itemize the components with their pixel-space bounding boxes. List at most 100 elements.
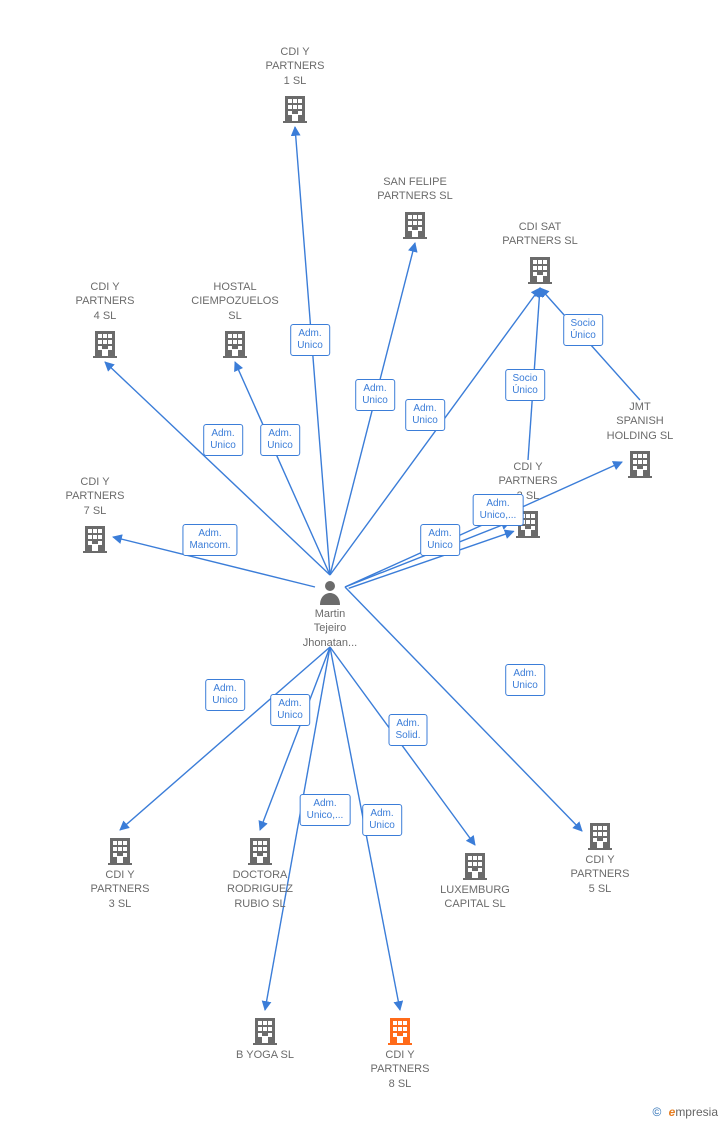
company-node[interactable]: SAN FELIPEPARTNERS SL: [370, 175, 460, 240]
edge-label-line: Único: [570, 330, 596, 341]
node-label-line: DOCTORA: [233, 869, 288, 881]
building-icon: [459, 849, 491, 881]
node-label-line: 3 SL: [109, 898, 132, 910]
node-label-line: SAN FELIPE: [383, 176, 447, 188]
building-icon: [89, 327, 121, 359]
edge-label-line: Unico,...: [480, 510, 517, 521]
node-label-line: PARTNERS: [266, 60, 325, 72]
company-node[interactable]: CDI Y PARTNERS 4 SL: [60, 280, 150, 359]
person-icon: [317, 579, 343, 605]
node-label-line: CDI Y: [280, 46, 309, 58]
node-label-line: B YOGA SL: [236, 1049, 294, 1061]
company-node[interactable]: CDI Y PARTNERS 1 SL: [250, 45, 340, 124]
edge-label: Adm.Unico: [420, 524, 460, 556]
edge-label-line: Adm.: [213, 683, 236, 694]
edge-label-line: Mancom.: [189, 540, 230, 551]
node-label-line: PARTNERS: [91, 883, 150, 895]
node-label-line: CDI Y: [90, 281, 119, 293]
edge-label-line: Unico,...: [307, 810, 344, 821]
node-label-line: PARTNERS: [76, 295, 135, 307]
watermark: © empresia: [652, 1105, 718, 1119]
company-node[interactable]: CDI SAT PARTNERS SL: [495, 220, 585, 285]
edge-label-line: Adm.: [298, 328, 321, 339]
edge-label-line: Socio: [512, 373, 537, 384]
company-node[interactable]: LUXEMBURG CAPITAL SL: [430, 845, 520, 912]
building-icon: [79, 522, 111, 554]
building-icon: [104, 834, 136, 866]
edge-label: Adm.Unico,...: [300, 794, 351, 826]
edge-label-line: Adm.: [396, 718, 419, 729]
edge-label-line: Unico: [297, 340, 323, 351]
node-label-line: 5 SL: [589, 883, 612, 895]
node-label-line: JMT: [629, 401, 650, 413]
edge-label: Adm.Unico: [505, 664, 545, 696]
company-node[interactable]: CDI Y PARTNERS 8 SL: [355, 1010, 445, 1091]
node-label-line: PARTNERS: [66, 490, 125, 502]
edge-label: Adm.Unico: [405, 399, 445, 431]
company-node[interactable]: CDI YPARTNERS5 SL: [555, 815, 645, 896]
edge-label-line: Unico: [277, 710, 303, 721]
copyright-symbol: ©: [652, 1105, 661, 1119]
brand-rest: mpresia: [675, 1105, 718, 1119]
building-icon: [244, 834, 276, 866]
edge-label-line: Adm.: [413, 403, 436, 414]
edge-label: SocioÚnico: [505, 369, 545, 401]
node-label-line: Martin: [315, 608, 346, 620]
company-node[interactable]: CDI YPARTNERS7 SL: [50, 475, 140, 554]
node-label-line: SPANISH: [616, 415, 663, 427]
edge-label: Adm.Solid.: [388, 714, 427, 746]
node-label-line: RODRIGUEZ: [227, 883, 293, 895]
node-label-line: LUXEMBURG: [440, 884, 510, 896]
building-icon: [279, 92, 311, 124]
node-label-line: SL: [228, 310, 241, 322]
company-node[interactable]: DOCTORARODRIGUEZRUBIO SL: [215, 830, 305, 911]
company-node[interactable]: HOSTAL CIEMPOZUELOS SL: [190, 280, 280, 359]
edge-label-line: Adm.: [363, 383, 386, 394]
node-label-line: 8 SL: [389, 1078, 412, 1090]
building-icon: [384, 1014, 416, 1046]
edge-label-line: Adm.: [486, 498, 509, 509]
building-icon: [399, 208, 431, 240]
node-label-line: CDI Y: [105, 869, 134, 881]
edge-label: Adm.Unico: [203, 424, 243, 456]
building-icon: [249, 1014, 281, 1046]
edge-label-line: Unico: [267, 440, 293, 451]
node-label-line: PARTNERS SL: [502, 235, 577, 247]
edge-label-line: Unico: [212, 695, 238, 706]
edge-label-line: Adm.: [370, 808, 393, 819]
building-icon: [219, 327, 251, 359]
company-node[interactable]: B YOGA SL: [220, 1010, 310, 1062]
edge-label-line: Unico: [210, 440, 236, 451]
edge-line: [330, 647, 475, 845]
node-label-line: PARTNERS: [371, 1063, 430, 1075]
company-node[interactable]: JMTSPANISHHOLDING SL: [595, 400, 685, 479]
node-label-line: HOSTAL: [213, 281, 256, 293]
edge-label: Adm.Unico: [260, 424, 300, 456]
node-label-line: CDI SAT: [519, 221, 562, 233]
edge-label-line: Unico: [369, 820, 395, 831]
edge-label-line: Adm.: [313, 798, 336, 809]
node-label-line: CIEMPOZUELOS: [191, 295, 278, 307]
node-label-line: Jhonatan...: [303, 637, 357, 649]
edge-label: Adm.Unico: [290, 324, 330, 356]
edge-label-line: Adm.: [198, 528, 221, 539]
edge-label-line: Adm.: [513, 668, 536, 679]
edge-label-line: Adm.: [278, 698, 301, 709]
edge-label-line: Adm.: [211, 428, 234, 439]
node-label-line: 4 SL: [94, 310, 117, 322]
edge-label: Adm.Unico: [205, 679, 245, 711]
node-label-line: 1 SL: [284, 75, 307, 87]
center-person-node[interactable]: Martin Tejeiro Jhonatan...: [285, 575, 375, 650]
node-label-line: Tejeiro: [314, 622, 346, 634]
node-label-line: 7 SL: [84, 505, 107, 517]
node-label-line: CDI Y: [385, 1049, 414, 1061]
node-label-line: CAPITAL SL: [444, 898, 505, 910]
node-label-line: PARTNERS: [499, 475, 558, 487]
company-node[interactable]: CDI Y PARTNERS 3 SL: [75, 830, 165, 911]
node-label-line: CDI Y: [513, 461, 542, 473]
edge-label-line: Socio: [570, 318, 595, 329]
edge-label: Adm.Unico: [270, 694, 310, 726]
edge-label-line: Unico: [412, 415, 438, 426]
node-label-line: PARTNERS: [571, 868, 630, 880]
edge-label: Adm.Unico: [355, 379, 395, 411]
